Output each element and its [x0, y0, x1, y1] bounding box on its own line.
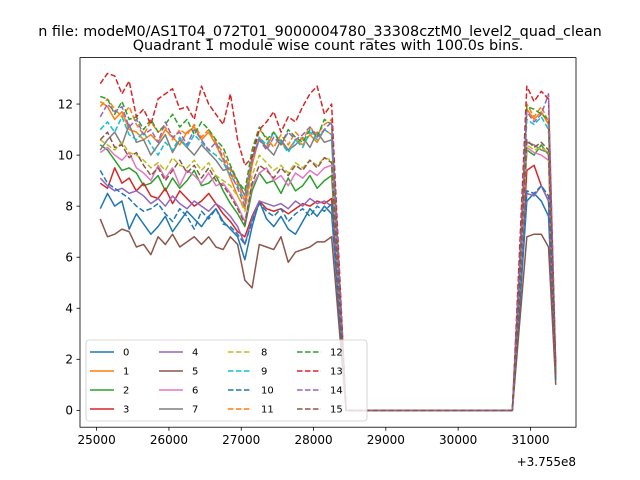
legend-label-0: 0 [123, 348, 129, 359]
x-axis: 25000 26000 27000 28000 29000 30000 31000 [78, 427, 550, 447]
legend-label-12: 12 [330, 348, 343, 359]
axes-frame [79, 57, 577, 428]
legend-label-2: 2 [123, 386, 129, 397]
suptitle: n file: modeM0/AS1T04_072T01_9000004780_… [38, 24, 602, 40]
legend-label-7: 7 [192, 405, 198, 416]
legend-label-4: 4 [192, 348, 198, 359]
legend-frame [85, 339, 368, 422]
x-offset-text: +3.755e8 [517, 455, 576, 469]
x-tick-label: 27000 [222, 433, 260, 447]
legend-label-6: 6 [192, 386, 198, 397]
x-tick-label: 29000 [367, 433, 405, 447]
y-tick-label: 6 [65, 251, 73, 265]
chart-title: Quadrant 1 module wise count rates with … [133, 38, 524, 54]
y-tick-label: 0 [65, 404, 73, 418]
x-tick-label: 25000 [78, 433, 116, 447]
x-tick-label: 31000 [511, 433, 549, 447]
legend-label-10: 10 [261, 386, 274, 397]
x-tick-label: 26000 [150, 433, 188, 447]
legend-label-5: 5 [192, 367, 198, 378]
series-line-14 [99, 93, 557, 412]
series-group [99, 72, 557, 412]
y-tick-label: 12 [58, 97, 73, 111]
legend-label-15: 15 [330, 405, 343, 416]
legend-label-1: 1 [123, 367, 129, 378]
y-tick-label: 10 [58, 148, 73, 162]
legend-label-3: 3 [123, 405, 129, 416]
legend-label-11: 11 [261, 405, 274, 416]
series-line-15 [99, 131, 557, 412]
legend-label-9: 9 [261, 367, 267, 378]
y-tick-label: 2 [65, 353, 73, 367]
legend-label-8: 8 [261, 348, 267, 359]
series-line-9 [99, 116, 557, 412]
y-axis: 0 2 4 6 8 10 12 [58, 97, 80, 418]
x-tick-label: 30000 [439, 433, 477, 447]
legend-label-14: 14 [330, 386, 343, 397]
y-tick-label: 4 [65, 302, 73, 316]
legend-label-13: 13 [330, 367, 343, 378]
y-tick-label: 8 [65, 199, 73, 213]
x-tick-label: 28000 [294, 433, 332, 447]
